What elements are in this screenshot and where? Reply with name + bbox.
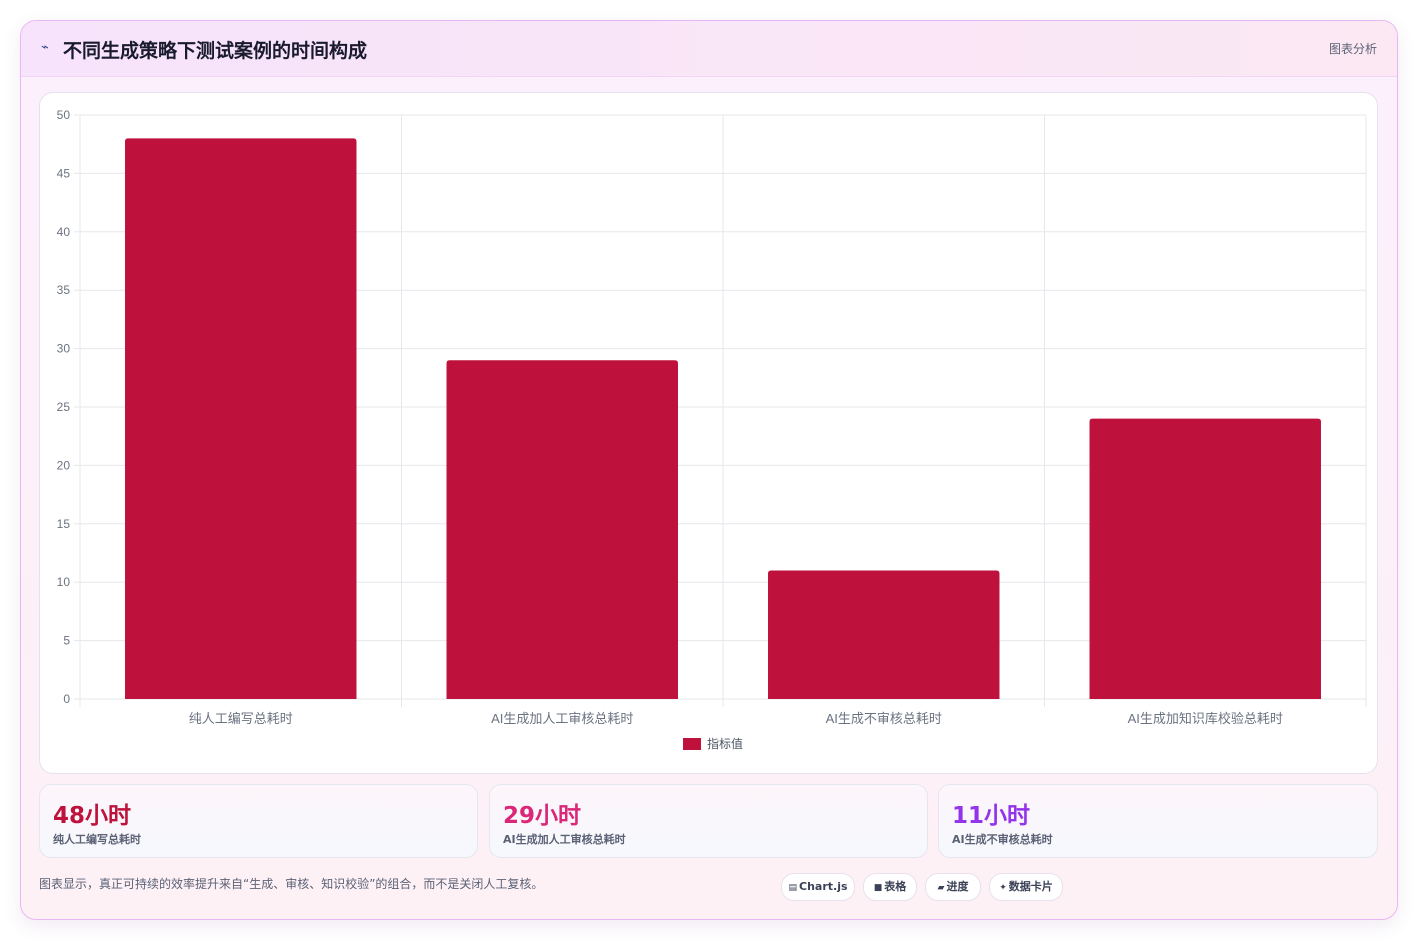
y-tick-label: 45 xyxy=(57,166,71,180)
bar xyxy=(768,570,1000,699)
y-tick-label: 15 xyxy=(57,517,71,531)
page-title: 不同生成策略下测试案例的时间构成 xyxy=(63,40,368,62)
chart-analysis-tag: 图表分析 xyxy=(1328,42,1377,56)
chip-label: 进度 xyxy=(946,880,969,893)
card-header: ⌁ 不同生成策略下测试案例的时间构成 图表分析 xyxy=(21,21,1397,77)
x-tick-label: 纯人工编写总耗时 xyxy=(189,711,293,726)
y-tick-label: 35 xyxy=(57,283,71,297)
chip-table[interactable]: ■ 表格 xyxy=(863,873,917,901)
chip-label: Chart.js xyxy=(799,880,848,893)
y-tick-label: 10 xyxy=(57,575,71,589)
y-tick-label: 20 xyxy=(57,458,71,472)
chart-panel: 0 5 10 15 20 25 30 35 40 45 50 纯人工编写总耗时 AI生成加人工审核总耗时… xyxy=(39,92,1378,774)
x-tick-label: AI生成不审核总耗时 xyxy=(826,711,942,726)
table-icon: ■ xyxy=(873,883,883,893)
y-tick-label: 25 xyxy=(57,400,71,414)
stat-label: AI生成加人工审核总耗时 xyxy=(503,833,626,846)
bar-chart: 0 5 10 15 20 25 30 35 40 45 50 纯人工编写总耗时 AI生成加人工审核总耗时… xyxy=(57,108,1367,751)
sparkle-icon: ⌁ xyxy=(41,40,49,55)
y-tick-label: 5 xyxy=(63,634,70,648)
progress-icon: ▰ xyxy=(937,883,945,893)
chip-data-cards[interactable]: ✦ 数据卡片 xyxy=(989,873,1063,901)
stat-label: AI生成不审核总耗时 xyxy=(952,833,1053,846)
stat-label: 纯人工编写总耗时 xyxy=(53,833,141,846)
chart-card: ⌁ 不同生成策略下测试案例的时间构成 图表分析 0 5 10 15 20 25 30 35 40… xyxy=(20,20,1398,920)
y-tick-label: 0 xyxy=(63,692,70,706)
legend-swatch xyxy=(683,738,701,750)
chip-chartjs[interactable]: ▤ Chart.js xyxy=(781,873,855,901)
bar xyxy=(1089,418,1321,699)
x-tick-label: AI生成加知识库校验总耗时 xyxy=(1128,711,1283,726)
chip-label: 表格 xyxy=(884,880,907,893)
y-tick-label: 30 xyxy=(57,342,71,356)
chip-label: 数据卡片 xyxy=(1008,880,1053,893)
stat-card-ai-review: 29小时 AI生成加人工审核总耗时 xyxy=(489,784,928,858)
stat-value: 48小时 xyxy=(53,803,132,829)
footer-note: 图表显示，真正可持续的效率提升来自“生成、审核、知识校验”的组合，而不是关闭人工… xyxy=(39,877,544,891)
stat-value: 29小时 xyxy=(503,803,582,829)
bar xyxy=(125,138,357,700)
legend-label: 指标值 xyxy=(707,736,743,751)
stat-value: 11小时 xyxy=(952,803,1031,829)
bar xyxy=(446,360,678,699)
x-tick-label: AI生成加人工审核总耗时 xyxy=(491,711,633,726)
chip-progress[interactable]: ▰ 进度 xyxy=(925,873,981,901)
sparkle-icon: ✦ xyxy=(999,883,1007,893)
y-tick-label: 50 xyxy=(57,108,71,122)
stat-card-manual: 48小时 纯人工编写总耗时 xyxy=(39,784,478,858)
y-tick-label: 40 xyxy=(57,225,71,239)
chart-icon: ▤ xyxy=(788,883,797,893)
stat-card-ai-no-review: 11小时 AI生成不审核总耗时 xyxy=(938,784,1378,858)
